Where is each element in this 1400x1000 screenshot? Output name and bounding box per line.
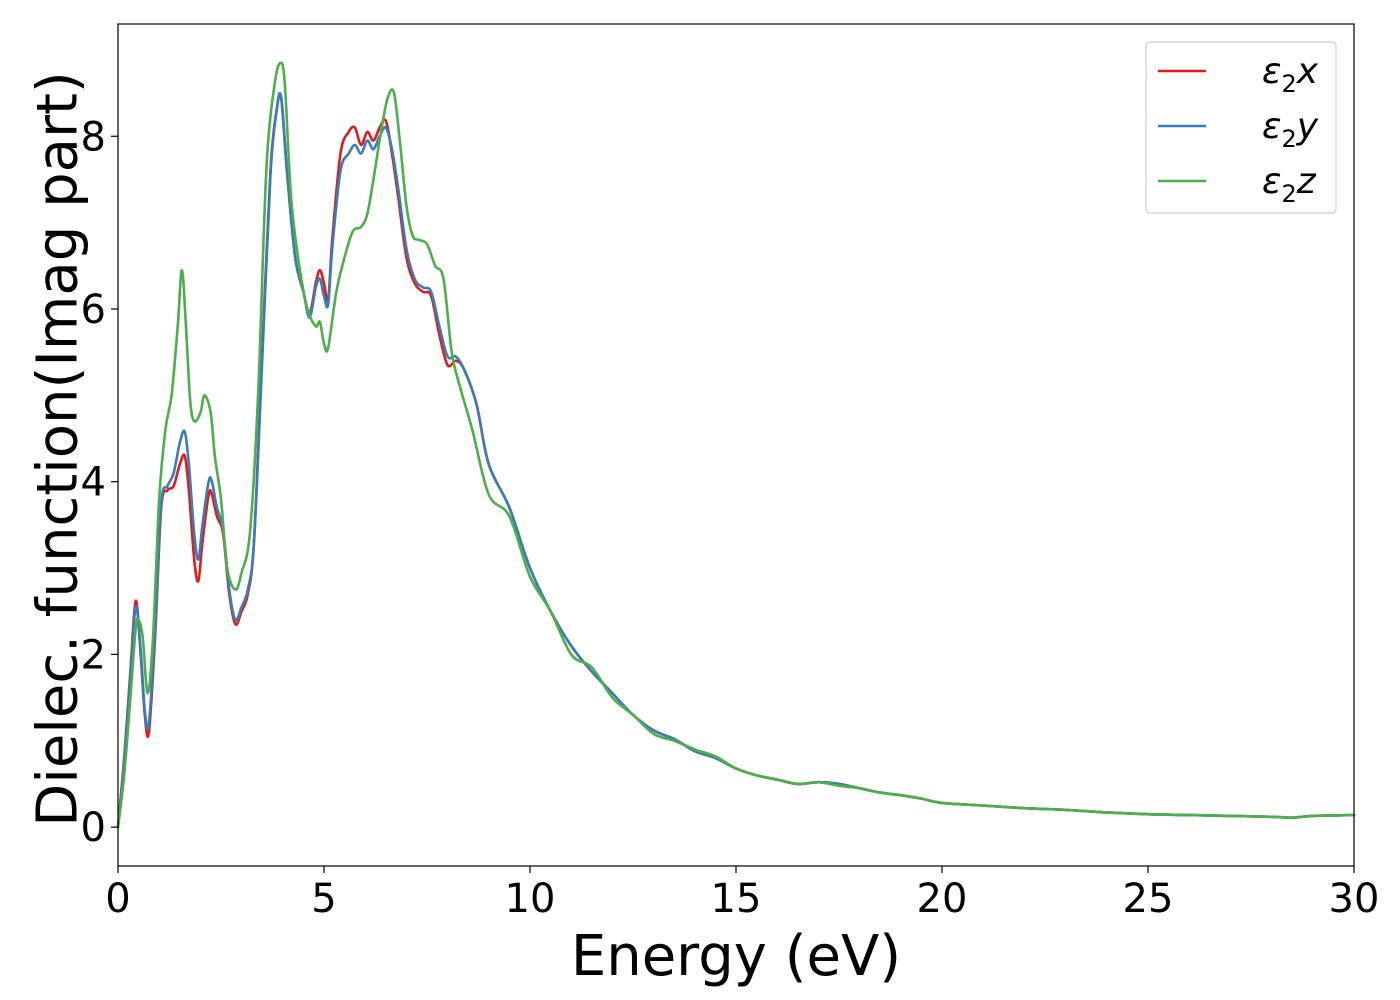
series-line-2 — [116, 92, 1356, 829]
x-tick-label: 30 — [1329, 876, 1380, 922]
x-tick-label: 0 — [105, 876, 130, 922]
x-axis-ticks: 0 5 10 15 20 25 30 — [105, 866, 1379, 922]
x-tick-label: 15 — [711, 876, 762, 922]
y-tick-label: 2 — [81, 632, 106, 678]
y-tick-label: 6 — [81, 287, 106, 333]
series-line-3 — [116, 61, 1356, 829]
legend-label-1: ε2x — [1262, 51, 1319, 98]
x-tick-label: 20 — [917, 876, 968, 922]
series-layer — [116, 61, 1356, 829]
x-tick-label: 25 — [1123, 876, 1174, 922]
x-tick-label: 5 — [311, 876, 336, 922]
legend-box — [1145, 41, 1337, 214]
legend-label-3: ε2z — [1262, 161, 1317, 208]
x-axis-label: Energy (eV) — [571, 924, 901, 989]
y-axis-label: Dielec. function(Imag part) — [26, 71, 91, 827]
y-tick-label: 8 — [81, 114, 106, 160]
y-tick-label: 4 — [81, 460, 106, 506]
x-tick-label: 10 — [505, 876, 556, 922]
legend-label-2: ε2y — [1262, 106, 1319, 153]
y-tick-label: 0 — [81, 805, 106, 851]
y-axis-ticks: 0 2 4 6 8 — [81, 114, 118, 851]
legend: ε2x ε2y ε2z — [1145, 41, 1337, 214]
